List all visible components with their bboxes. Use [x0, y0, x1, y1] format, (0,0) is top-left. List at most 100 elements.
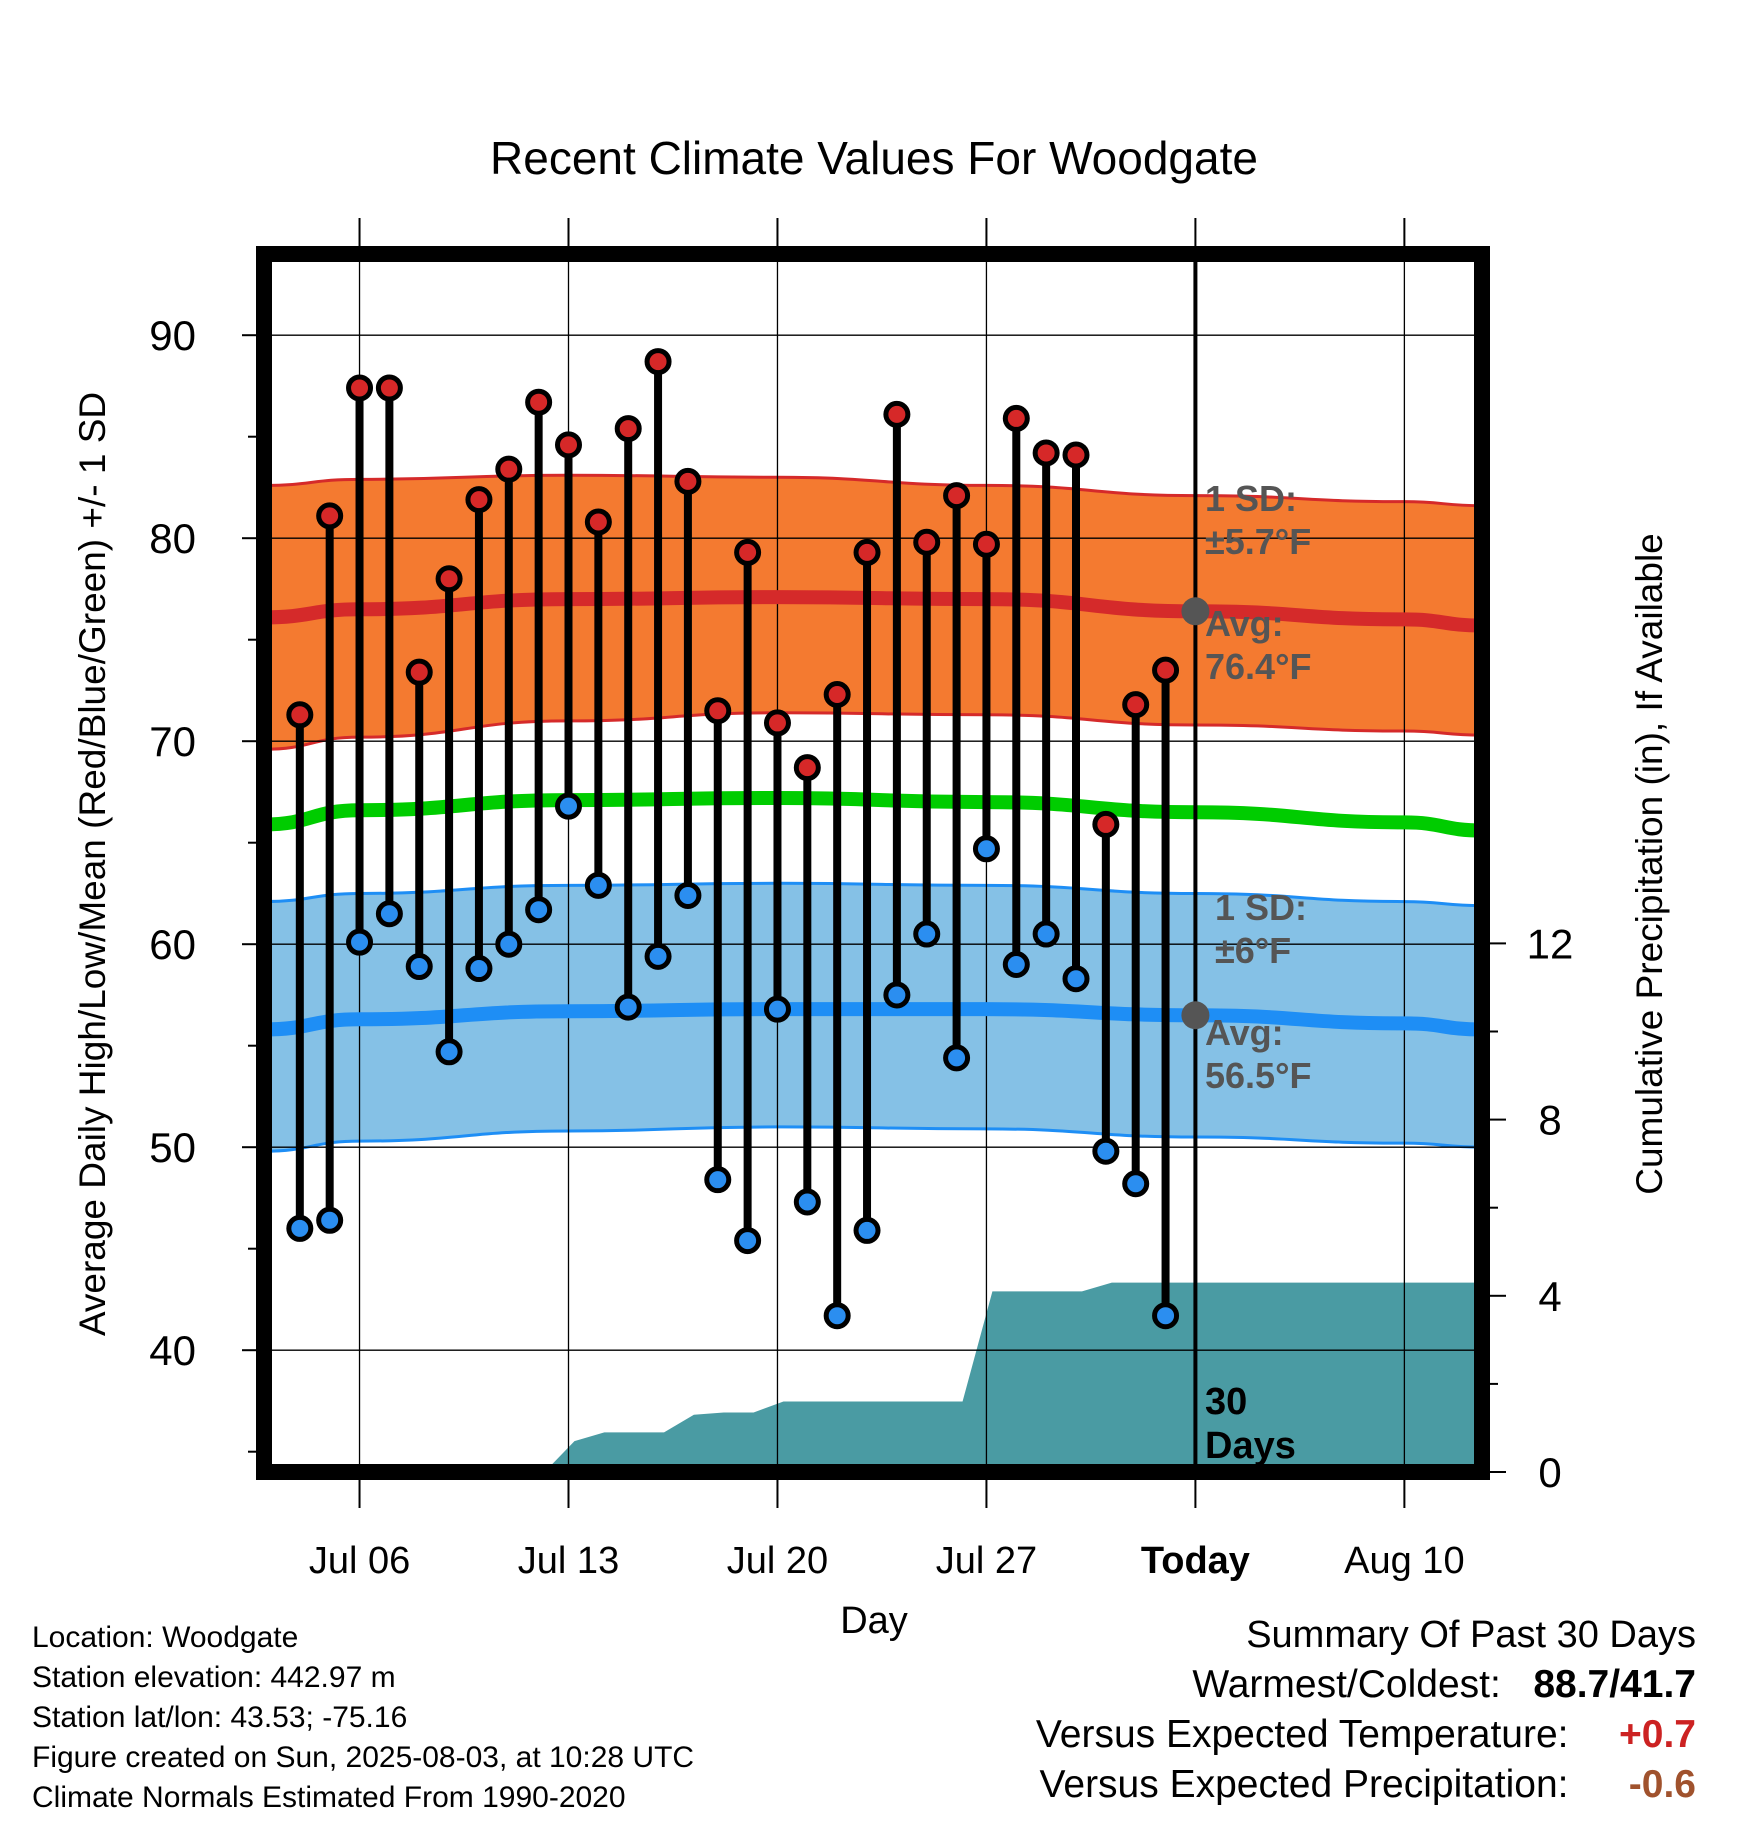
high-upper-edge: [264, 473, 1482, 508]
temp-label: Versus Expected Temperature:: [1035, 1713, 1569, 1756]
daily-high-point: [286, 701, 314, 729]
daily-high-point: [1062, 441, 1090, 469]
summary-warmest-row: Warmest/Coldest: 88.7/41.7: [1036, 1660, 1696, 1710]
x-tick-label: Jul 13: [518, 1540, 619, 1582]
high-lower-edge: [264, 711, 1482, 751]
low-lower-edge: [264, 1125, 1482, 1153]
daily-high-point: [704, 697, 732, 725]
right-tick-label: 12: [1527, 920, 1574, 967]
daily-low-point: [346, 928, 374, 956]
daily-high-point: [1092, 810, 1120, 838]
daily-high-point: [1002, 404, 1030, 432]
plot-frame: [256, 246, 1490, 1480]
low-sd-label: 1 SD:: [1215, 887, 1307, 928]
summary-precip-row: Versus Expected Precipitation: -0.6: [1036, 1760, 1696, 1810]
window-length-unit: Days: [1205, 1425, 1296, 1467]
daily-low-point: [913, 920, 941, 948]
daily-low-point: [405, 953, 433, 981]
data-marks: [286, 348, 1180, 1330]
daily-high-point: [644, 348, 672, 376]
right-tick-label: 8: [1538, 1097, 1561, 1144]
daily-high-point: [913, 528, 941, 556]
daily-low-point: [555, 792, 582, 820]
daily-high-point: [1152, 656, 1180, 684]
daily-low-point: [375, 900, 403, 928]
daily-low-point: [1092, 1137, 1120, 1165]
daily-high-point: [525, 388, 553, 416]
daily-low-point: [584, 871, 612, 899]
temp-value: +0.7: [1619, 1713, 1696, 1756]
created-text: Figure created on Sun, 2025-08-03, at 10…: [32, 1741, 695, 1774]
daily-low-point: [883, 981, 911, 1009]
daily-low-point: [465, 955, 493, 983]
normals-text: Climate Normals Estimated From 1990-2020: [32, 1781, 626, 1814]
daily-high-point: [555, 431, 582, 459]
daily-high-point: [793, 754, 821, 782]
x-axis-label: Day: [840, 1600, 908, 1642]
daily-low-point: [1002, 951, 1030, 978]
daily-high-point: [584, 508, 612, 536]
daily-low-point: [704, 1166, 732, 1194]
daily-high-point: [375, 374, 403, 402]
mean-avg-line: [264, 791, 1482, 838]
daily-high-point: [763, 709, 791, 737]
station-metadata: Location: Woodgate Station elevation: 44…: [32, 1618, 694, 1818]
daily-high-point: [1032, 439, 1060, 467]
daily-high-point: [1122, 691, 1150, 719]
high-sd-value: ±5.7°F: [1205, 521, 1311, 562]
today-high-avg-dot: [1181, 597, 1210, 626]
daily-low-point: [823, 1302, 851, 1330]
daily-low-point: [763, 995, 791, 1023]
daily-low-point: [674, 881, 702, 909]
high-avg-line: [264, 590, 1482, 633]
daily-high-point: [495, 455, 523, 483]
elevation-text: Station elevation: 442.97 m: [32, 1661, 396, 1694]
today-low-avg-dot: [1181, 1001, 1210, 1030]
right-tick-label: 0: [1538, 1449, 1561, 1496]
precip-area: [264, 1282, 1482, 1472]
daily-low-point: [734, 1227, 762, 1255]
daily-low-point: [525, 896, 553, 924]
daily-high-point: [465, 486, 493, 514]
daily-low-point: [1032, 920, 1060, 948]
daily-high-point: [734, 538, 762, 566]
warmest-label: Warmest/Coldest:: [1192, 1663, 1501, 1706]
summary-temp-row: Versus Expected Temperature: +0.7: [1036, 1710, 1696, 1760]
x-tick-label: Jul 20: [727, 1540, 828, 1582]
precip-label: Versus Expected Precipitation:: [1039, 1763, 1569, 1806]
low-upper-edge: [264, 881, 1482, 908]
low-avg-label: Avg:: [1205, 1012, 1284, 1053]
daily-high-point: [883, 400, 911, 428]
low-sd-value: ±6°F: [1215, 930, 1291, 971]
x-tick-label: Jul 06: [309, 1540, 410, 1582]
latlon-text: Station lat/lon: 43.53; -75.16: [32, 1701, 408, 1734]
left-tick-label: 90: [149, 312, 196, 359]
daily-high-point: [614, 415, 642, 443]
high-sd-label: 1 SD:: [1205, 478, 1297, 519]
chart-title: Recent Climate Values For Woodgate: [490, 132, 1258, 184]
left-tick-label: 50: [149, 1124, 196, 1171]
daily-low-point: [943, 1044, 971, 1072]
daily-low-point: [1062, 965, 1090, 993]
daily-low-point: [1152, 1302, 1180, 1330]
warmest-value: 88.7/41.7: [1533, 1663, 1696, 1706]
daily-high-point: [972, 530, 1000, 558]
left-tick-label: 60: [149, 921, 196, 968]
daily-low-point: [1122, 1170, 1150, 1198]
low-avg-line: [264, 1002, 1482, 1037]
precip-value: -0.6: [1628, 1763, 1696, 1806]
daily-low-point: [972, 835, 1000, 863]
daily-low-point: [793, 1188, 821, 1216]
axes: 40 50 60 70 80 90 0 4 8 12 Jul 06 Jul 13 Jul 20 Jul 2…: [149, 218, 1573, 1582]
y-axis-label-right: Cumulative Precipitation (in), If Availa…: [1629, 533, 1670, 1195]
daily-low-point: [495, 930, 523, 958]
daily-high-point: [943, 482, 971, 510]
left-tick-label: 40: [149, 1327, 196, 1374]
x-tick-label: Aug 10: [1344, 1540, 1464, 1582]
daily-low-point: [853, 1216, 881, 1244]
window-length-number: 30: [1205, 1381, 1247, 1423]
low-avg-value: 56.5°F: [1205, 1055, 1311, 1096]
right-tick-label: 4: [1538, 1273, 1561, 1320]
daily-low-point: [316, 1206, 344, 1234]
